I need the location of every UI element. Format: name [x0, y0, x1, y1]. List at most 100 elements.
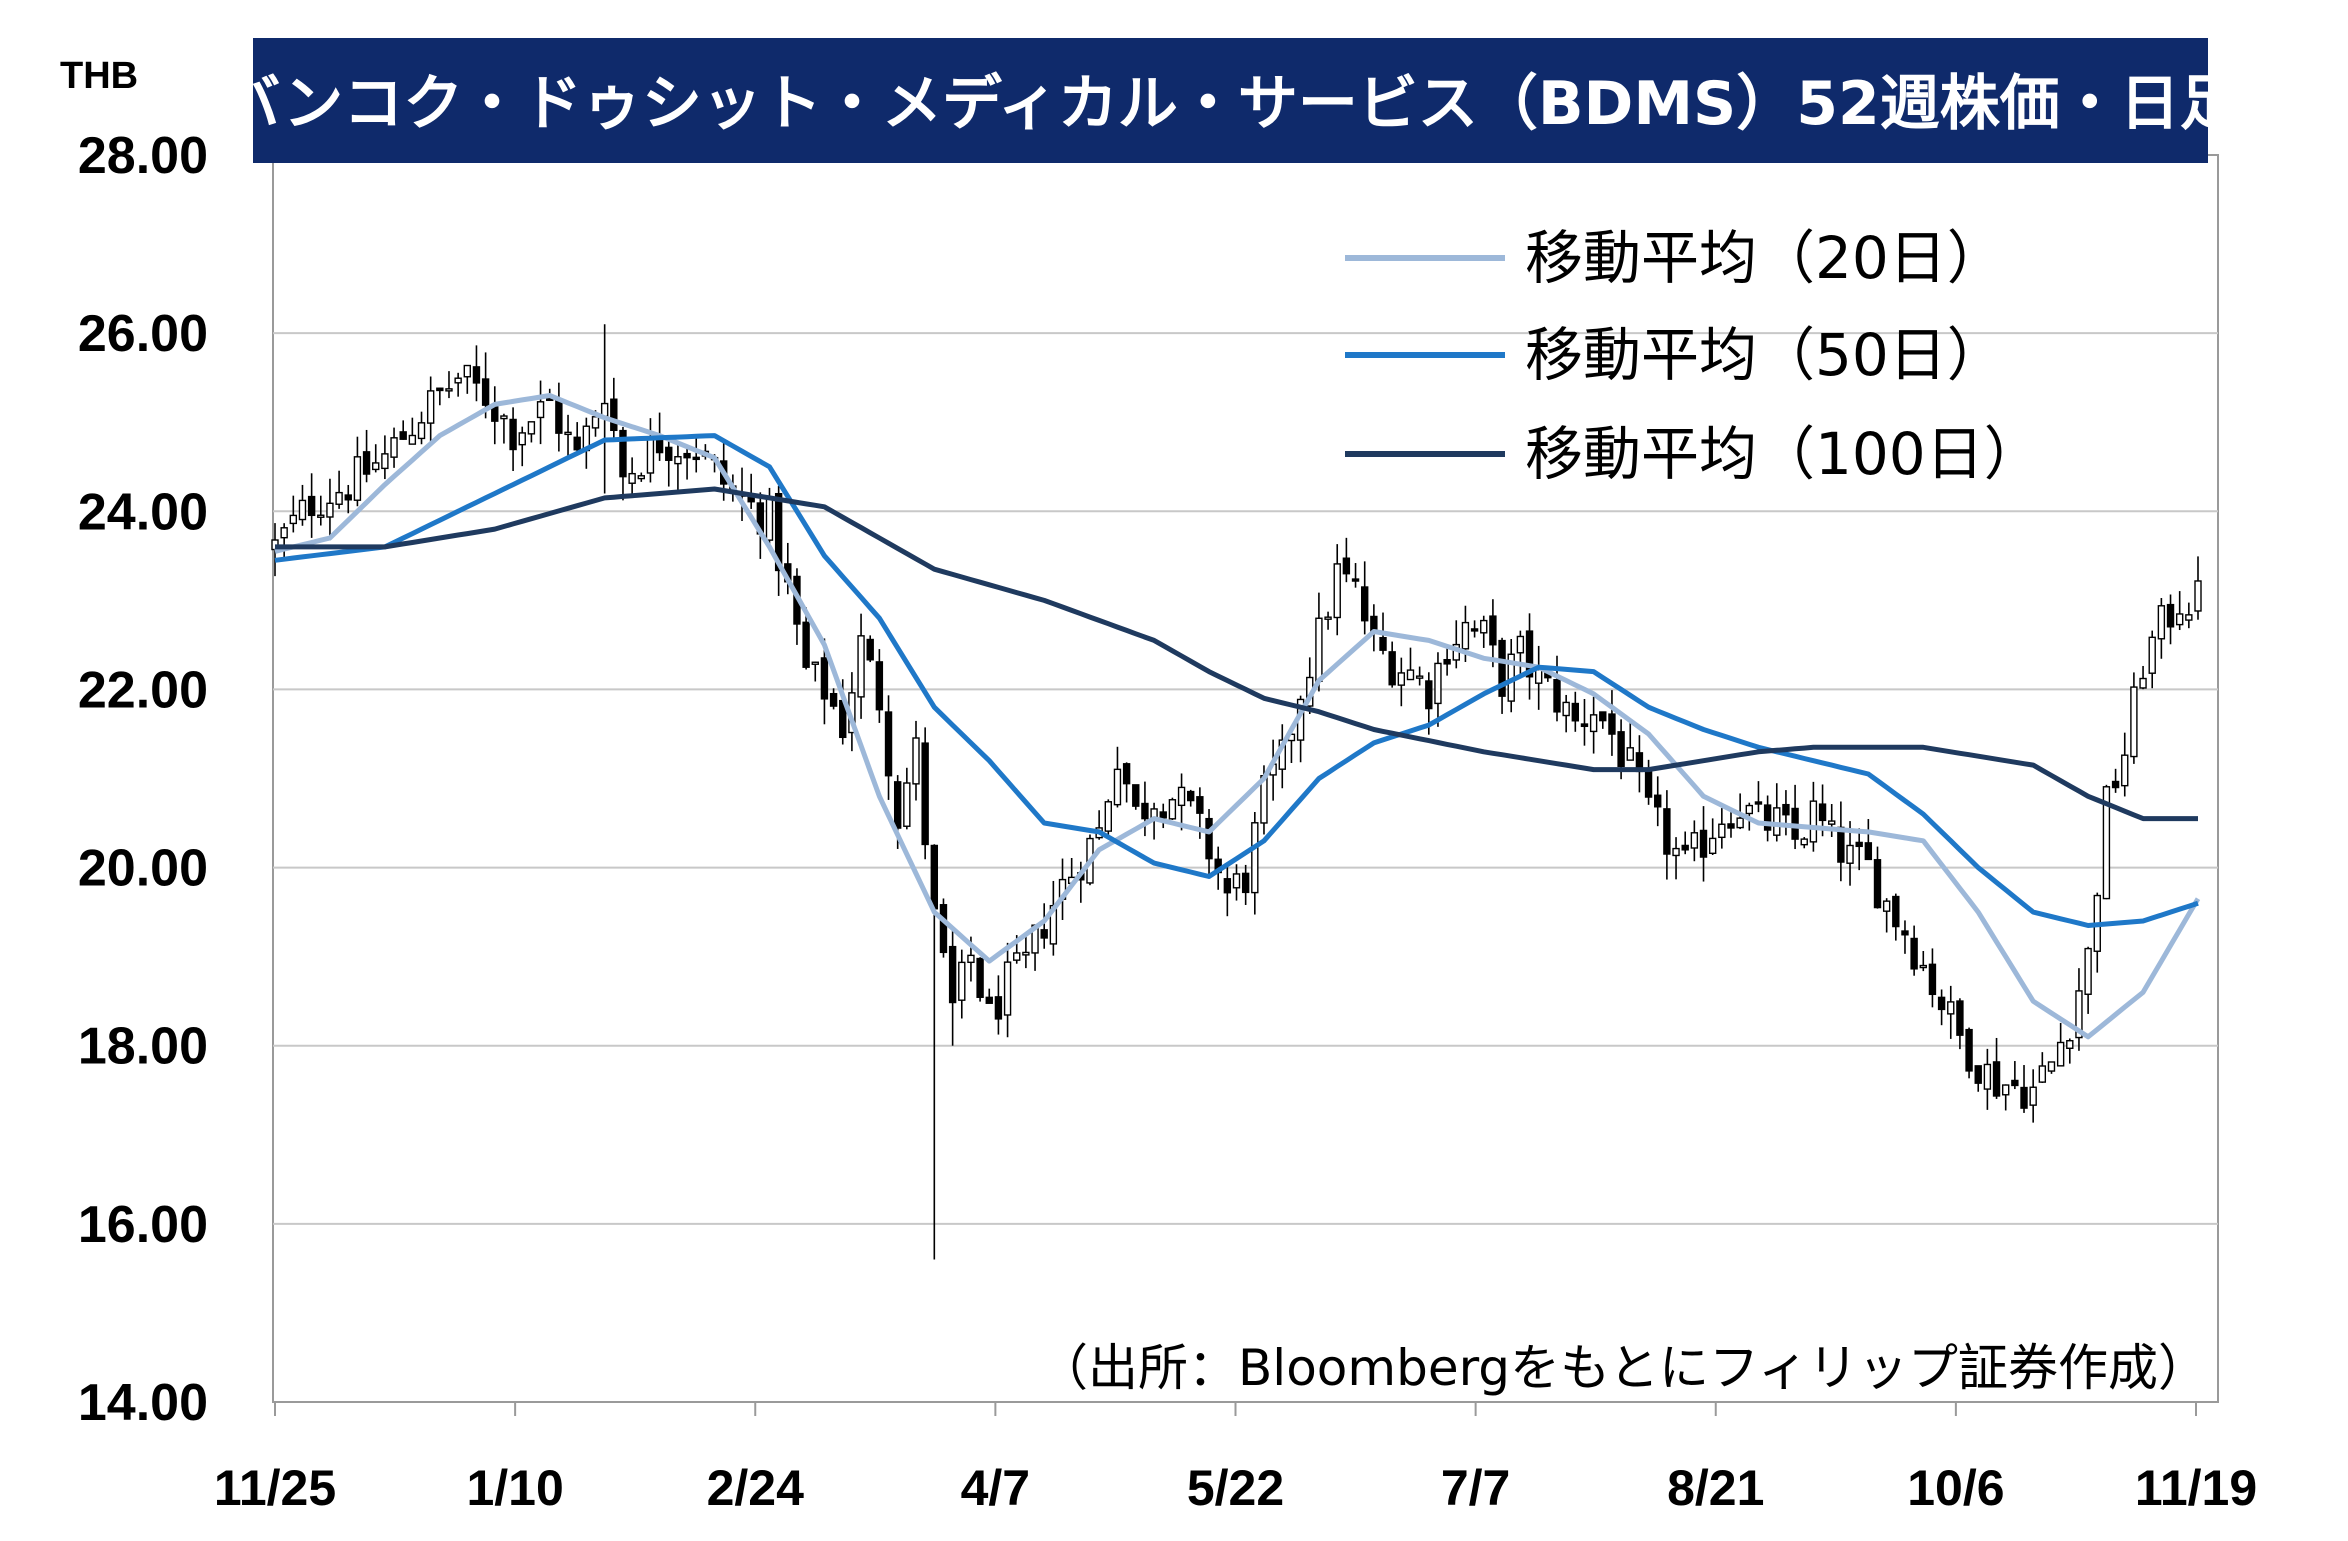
x-axis-ticks: 11/25 1/10 2/24 4/7 5/22 7/7 8/21 10/6 11/19 [214, 1402, 2257, 1516]
candle-body [381, 453, 389, 470]
candle-body [1159, 811, 1167, 819]
plot-area [272, 154, 2219, 1403]
x-tick-label: 8/21 [1667, 1460, 1764, 1516]
candle-body [1461, 621, 1470, 650]
candle-body [1232, 873, 1241, 889]
candle-body [481, 378, 490, 406]
candle-body [1828, 820, 1836, 825]
candle-body [1910, 937, 1918, 970]
candle-body [280, 527, 288, 539]
candle-body [445, 388, 453, 392]
candle-body [1241, 872, 1250, 894]
candle-body [298, 499, 307, 521]
candle-body [1489, 615, 1497, 646]
candle-body [1672, 847, 1680, 857]
candle-body [2047, 1061, 2056, 1072]
candle-body [665, 446, 673, 461]
candle-body [1699, 829, 1708, 858]
candle-body [1342, 557, 1351, 575]
candle-body [1754, 801, 1763, 805]
candle-body [1873, 859, 1882, 909]
x-tick-label: 11/25 [214, 1460, 336, 1516]
candle-body [967, 954, 975, 964]
candle-body [1315, 617, 1323, 683]
candle-body [857, 635, 865, 698]
candle-body [1443, 658, 1451, 665]
candle-body [417, 422, 426, 440]
x-tick-label: 1/10 [466, 1460, 563, 1516]
candle-body [518, 432, 526, 446]
candle-body [1196, 796, 1204, 814]
candle-body [1534, 669, 1543, 684]
candle-body [1113, 768, 1122, 806]
candle-body [1223, 878, 1232, 894]
moving-average-lines [274, 393, 2201, 1040]
candle-body [1992, 1061, 2001, 1097]
candle-body [1388, 651, 1396, 686]
legend-label-ma50: 移動平均（50日） [1525, 321, 2005, 389]
candle-body [2029, 1086, 2037, 1106]
candle-body [326, 502, 334, 518]
candle-body [1919, 964, 1927, 969]
candle-body [454, 377, 462, 384]
candle-body [1983, 1063, 1992, 1090]
candle-body [921, 742, 929, 846]
y-tick-label: 28.00 [78, 127, 208, 185]
candle-body [2130, 686, 2138, 758]
candle-body [1187, 790, 1195, 802]
candle-body [1800, 838, 1808, 846]
candle-body [1122, 763, 1131, 785]
candle-body [2111, 780, 2120, 789]
candle-body [903, 782, 911, 827]
candle-body [866, 638, 874, 661]
candle-body [1580, 723, 1589, 728]
candle-body [1415, 675, 1424, 679]
candle-body [1525, 630, 1534, 678]
unit-label: THB [60, 55, 138, 97]
candle-body [912, 737, 920, 785]
candle-body [646, 436, 655, 474]
candle-body [472, 366, 481, 384]
candle-body [1360, 586, 1369, 622]
candle-body [1333, 563, 1341, 619]
candle-body [774, 492, 783, 572]
candle-body [335, 491, 343, 505]
candle-body [591, 416, 600, 429]
candle-body [1901, 930, 1909, 936]
candle-body [628, 472, 636, 484]
candle-body [811, 661, 819, 665]
candle-body [1736, 817, 1744, 829]
candle-body [893, 781, 902, 829]
candle-body [408, 434, 417, 445]
candle-body [820, 657, 829, 700]
candle-body [2175, 613, 2184, 626]
candle-body [1782, 803, 1790, 816]
candle-body [1773, 807, 1781, 836]
candle-body [399, 431, 407, 440]
candle-body [1397, 672, 1406, 686]
candle-body [2139, 677, 2147, 689]
candle-body [1809, 800, 1818, 843]
candle-body [289, 514, 298, 525]
candle-body [426, 390, 435, 424]
candle-body [1727, 823, 1735, 829]
candle-body [2001, 1084, 2010, 1096]
candle-body [344, 494, 352, 501]
y-tick-label: 24.00 [78, 483, 208, 541]
candle-body [1882, 900, 1891, 912]
candle-body [372, 462, 380, 471]
candle-body [2148, 636, 2156, 674]
candle-body [317, 514, 325, 518]
y-axis-ticks: 28.00 26.00 24.00 22.00 20.00 18.00 16.00 14.00 [78, 127, 208, 1432]
candle-body [2166, 603, 2175, 628]
candle-body [1626, 747, 1634, 761]
x-tick-label: 11/19 [2135, 1460, 2257, 1516]
candle-body [976, 957, 984, 998]
candle-body [674, 456, 682, 465]
x-tick-label: 5/22 [1187, 1460, 1284, 1516]
candle-body [1846, 844, 1854, 864]
candle-body [527, 421, 536, 435]
candle-body [1251, 822, 1259, 894]
candle-body [994, 996, 1003, 1020]
candle-body [362, 451, 371, 475]
